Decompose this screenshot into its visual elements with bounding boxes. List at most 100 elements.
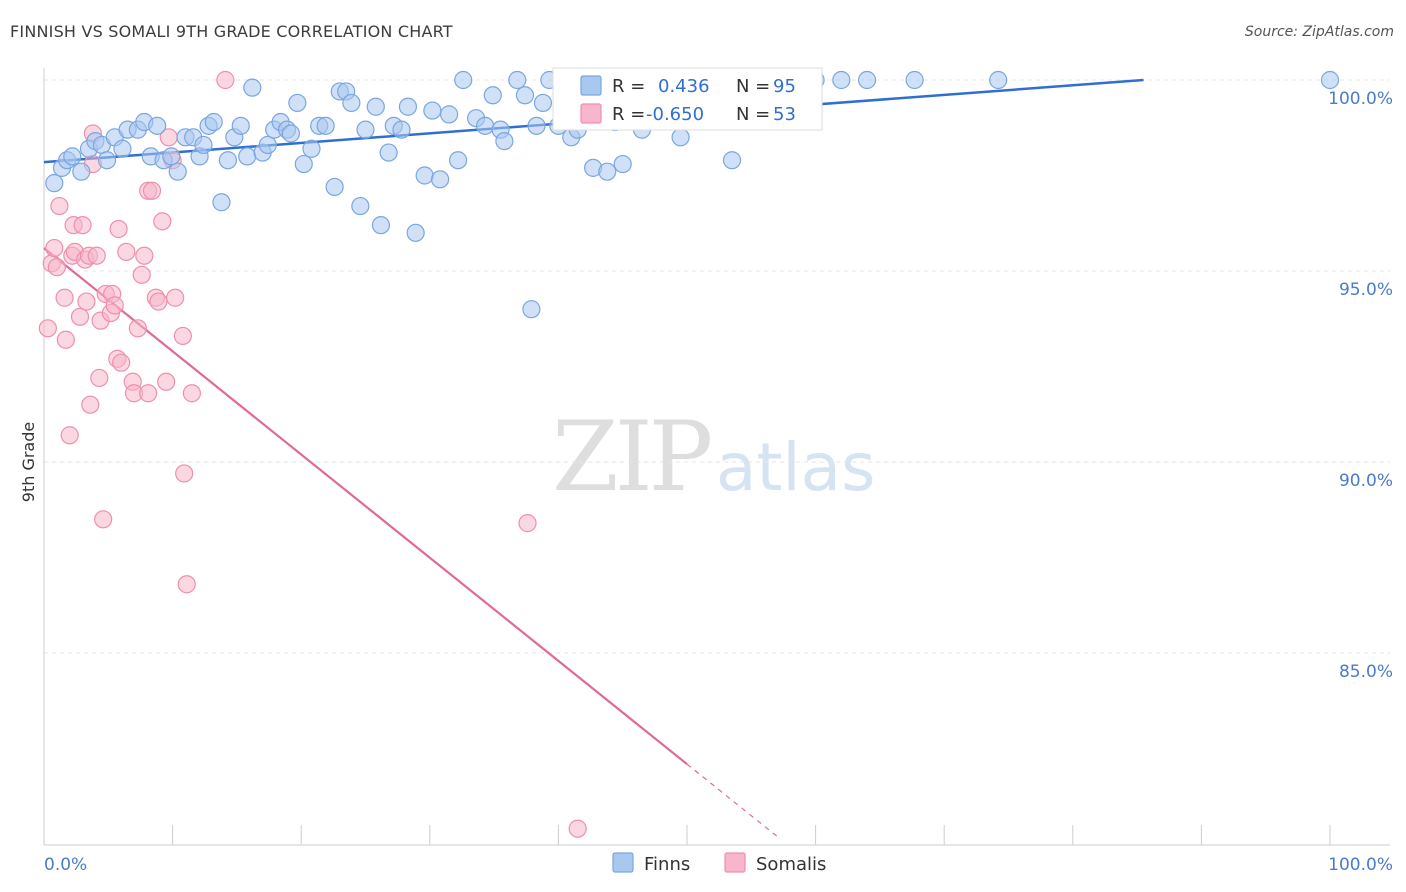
finns-point-28 [231,116,250,135]
finns-point-91 [857,70,877,90]
finns-point-26 [218,151,237,170]
somalis-point-4 [50,196,69,216]
finns-point-49 [371,216,391,235]
finns-point-38 [294,154,313,174]
finns-point-53 [398,97,418,116]
legend-bottom-somalis-swatch [724,852,746,873]
legend-finns-n-label: N = [736,76,770,97]
somalis-point-41 [153,212,172,231]
finns-point-63 [483,86,502,105]
finns-point-50 [379,143,398,162]
finns-point-42 [325,177,344,197]
somalis-point-16 [81,395,100,414]
y-tick-label-2: 95.0% [1339,280,1393,300]
somalis-point-11 [70,307,90,326]
legend-bottom-finns-swatch [612,852,634,873]
finns-point-30 [243,78,262,97]
finns-point-46 [351,196,370,216]
trendline-somalis-extension [686,763,778,837]
finns-point-36 [281,124,301,143]
somalis-point-14 [77,292,96,311]
finns-point-17 [162,147,181,166]
finns-point-94 [1320,70,1340,90]
legend-somalis-r-value: -0.650 [646,104,704,125]
somalis-point-51 [518,514,537,533]
x-tick-label-min: 0.0% [44,855,87,875]
somalis-point-0 [38,319,57,338]
finns-point-24 [204,112,223,132]
finns-point-57 [430,170,450,189]
finns-point-48 [366,97,385,116]
legend-finns-r-label: R = [612,76,645,97]
finns-point-47 [356,120,375,139]
legend-somalis-swatch [580,103,602,124]
y-tick-label-3: 100.0% [1328,89,1393,109]
legend-bottom-finns-label: Finns [644,854,690,875]
legend-somalis-r-label: R = [612,104,645,125]
chart-title: FINNISH VS SOMALI 9TH GRADE CORRELATION … [10,22,453,41]
finns-point-45 [342,93,361,113]
finns-point-56 [423,101,442,120]
finns-point-37 [288,93,307,113]
finns-point-10 [113,139,132,158]
finns-point-70 [533,93,553,113]
x-tick-label-max: 100.0% [1328,855,1393,875]
somalis-point-38 [142,181,162,200]
trendline-somalis [43,247,688,765]
somalis-point-42 [157,372,176,391]
somalis-point-6 [56,330,75,349]
legend-finns-swatch [580,75,602,96]
finns-point-67 [515,86,535,105]
legend-somalis-n-label: N = [736,104,770,125]
finns-point-4 [72,162,91,181]
somalis-point-52 [568,819,587,838]
somalis-point-50 [216,70,235,90]
finns-point-25 [212,193,231,212]
somalis-point-48 [177,575,196,594]
finns-point-32 [258,135,277,155]
legend-finns-n-value: 95 [773,76,796,97]
legend-top: R = 0.436 N = 95 R = -0.650 N = 53 [552,67,823,131]
somalis-point-36 [139,384,158,403]
finns-point-77 [598,162,617,181]
finns-point-79 [613,154,632,174]
finns-point-29 [238,147,257,166]
finns-point-3 [63,147,82,166]
somalis-point-12 [73,216,92,235]
finns-point-22 [194,135,213,155]
legend-somalis-n-value: 53 [773,104,796,125]
points-finns [45,70,1340,319]
watermark-atlas: atlas [716,429,876,506]
finns-point-8 [97,151,117,170]
finns-point-52 [392,120,411,139]
points-somalis [38,70,587,838]
finns-point-54 [406,223,425,242]
somalis-point-46 [173,326,192,346]
somalis-point-20 [90,368,109,388]
somalis-point-7 [60,426,79,445]
somalis-point-26 [105,296,124,315]
somalis-point-33 [128,319,147,338]
somalis-point-29 [112,353,131,372]
finns-point-92 [905,70,924,90]
axes [43,68,1390,846]
finns-point-85 [722,151,742,170]
finns-point-15 [148,116,167,135]
finns-point-41 [316,116,335,135]
somalis-point-30 [117,242,136,261]
somalis-point-3 [47,258,66,277]
somalis-point-19 [87,246,106,265]
finns-point-58 [439,105,459,124]
legend-bottom-somalis-label: Somalis [756,854,826,875]
somalis-point-28 [109,219,128,239]
finns-point-60 [454,70,473,90]
finns-point-65 [495,132,514,151]
finns-point-0 [45,174,64,193]
finns-point-62 [475,116,495,135]
somalis-point-34 [132,265,151,284]
finns-point-59 [448,151,468,170]
finns-point-39 [302,139,321,158]
watermark-zip: ZIP [552,401,711,513]
finns-point-55 [415,166,434,185]
